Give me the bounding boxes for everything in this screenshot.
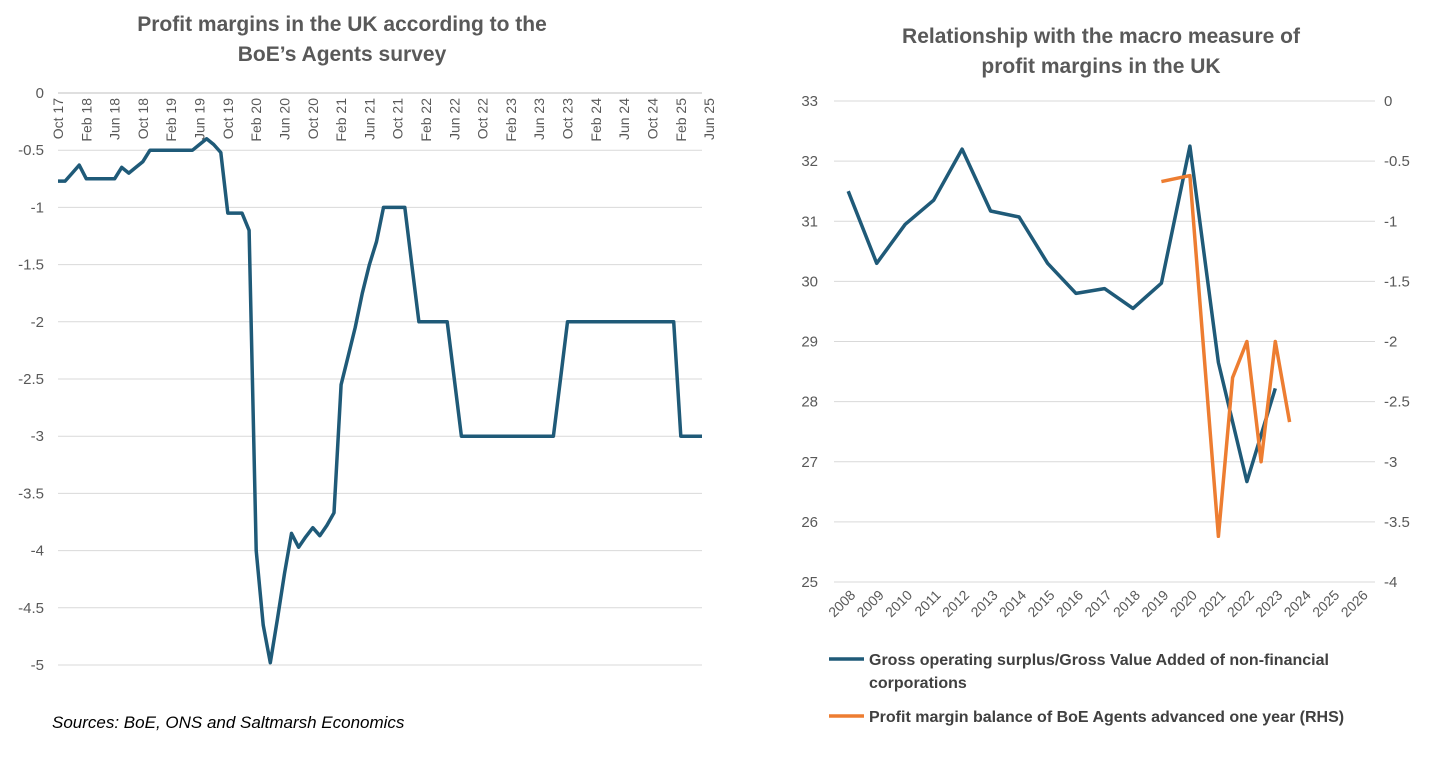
- right-chart-x-tick-label: 2011: [911, 587, 944, 620]
- right-chart-x-tick-label: 2022: [1224, 587, 1257, 620]
- right-chart-right-y-axis: 0 -0.5 -1 -1.5 -2 -2.5 -3 -3.5 -4: [1384, 93, 1410, 591]
- left-chart-y-tick-label: 0: [36, 85, 44, 102]
- left-chart-x-tick-label: Jun 23: [531, 98, 547, 140]
- right-chart-x-tick-label: 2016: [1053, 587, 1086, 620]
- right-chart-left-y-tick-label: 31: [801, 213, 818, 230]
- right-chart-x-tick-label: 2009: [853, 587, 886, 620]
- left-chart-x-tick-label: Jun 18: [107, 98, 123, 140]
- right-chart-left-y-tick-label: 30: [801, 273, 818, 290]
- left-chart-x-tick-label: Jun 19: [192, 98, 208, 140]
- right-chart-legend: Gross operating surplus/Gross Value Adde…: [829, 652, 1344, 726]
- right-chart-x-tick-label: 2014: [996, 587, 1029, 620]
- left-chart-x-tick-label: Oct 18: [135, 98, 151, 139]
- right-chart-left-y-axis: 25 26 27 28 29 30 31 32 33: [801, 93, 818, 591]
- left-chart-x-tick-label: Jun 25: [701, 98, 717, 140]
- right-chart-right-y-tick-label: -2.5: [1384, 394, 1410, 411]
- right-chart-right-y-tick-label: -4: [1384, 574, 1397, 591]
- right-chart-x-tick-label: 2019: [1138, 587, 1171, 620]
- source-note: Sources: BoE, ONS and Saltmarsh Economic…: [52, 713, 405, 732]
- left-chart-y-tick-label: -5: [31, 657, 44, 674]
- left-chart-y-tick-label: -4: [31, 543, 44, 560]
- left-chart-series-line: [58, 137, 702, 665]
- right-chart-x-axis: 2008200920102011201220132014201520162017…: [825, 587, 1371, 620]
- right-chart-x-tick-label: 2017: [1081, 587, 1114, 620]
- right-chart-left-y-tick-label: 32: [801, 153, 818, 170]
- left-chart-y-tick-label: -2.5: [18, 371, 44, 388]
- right-chart-gridlines: [834, 100, 1375, 583]
- right-chart-x-tick-label: 2015: [1024, 587, 1057, 620]
- left-chart-y-tick-label: -0.5: [18, 142, 44, 159]
- left-chart-x-tick-label: Feb 18: [78, 98, 94, 142]
- left-chart-x-tick-label: Jun 20: [276, 98, 292, 140]
- right-chart-x-tick-label: 2013: [967, 587, 1000, 620]
- left-chart-y-tick-label: -2: [31, 314, 44, 331]
- right-chart-right-y-tick-label: 0: [1384, 93, 1392, 110]
- right-chart-right-y-tick-label: -0.5: [1384, 153, 1410, 170]
- right-chart-title-line-1: Relationship with the macro measure of: [902, 25, 1301, 48]
- right-chart-x-tick-label: 2010: [882, 587, 915, 620]
- right-chart-x-tick-label: 2025: [1309, 587, 1342, 620]
- left-chart-x-tick-label: Feb 25: [673, 98, 689, 142]
- left-chart-y-tick-label: -4.5: [18, 600, 44, 617]
- right-chart-x-tick-label: 2024: [1281, 587, 1314, 620]
- right-chart-left-y-tick-label: 28: [801, 394, 818, 411]
- left-chart-x-tick-label: Oct 17: [50, 98, 66, 139]
- left-chart-x-tick-label: Oct 22: [475, 98, 491, 139]
- left-chart-x-tick-label: Jun 21: [361, 98, 377, 140]
- left-chart-y-tick-label: -3: [31, 428, 44, 445]
- left-chart-x-tick-label: Feb 19: [163, 98, 179, 142]
- right-chart-x-tick-label: 2021: [1195, 587, 1228, 620]
- left-chart-gridlines: [58, 92, 702, 666]
- left-chart-y-tick-label: -3.5: [18, 485, 44, 502]
- left-chart-title-line-1: Profit margins in the UK according to th…: [137, 13, 547, 36]
- left-chart-y-axis: 0 -0.5 -1 -1.5 -2 -2.5 -3 -3.5 -4 -4.5 -5: [18, 85, 44, 674]
- left-chart-title-line-2: BoE’s Agents survey: [238, 43, 447, 66]
- left-chart-x-tick-label: Oct 24: [644, 98, 660, 139]
- left-chart-x-tick-label: Jun 22: [446, 98, 462, 140]
- left-chart-x-tick-label: Feb 22: [418, 98, 434, 142]
- right-chart-left-y-tick-label: 33: [801, 93, 818, 110]
- left-chart-y-tick-label: -1: [31, 199, 44, 216]
- left-chart-profit-margins: Profit margins in the UK according to th…: [18, 13, 717, 674]
- right-chart-series: [846, 144, 1292, 539]
- left-chart-x-tick-label: Oct 20: [305, 98, 321, 139]
- right-chart-right-y-tick-label: -2: [1384, 334, 1397, 351]
- right-chart-left-y-tick-label: 26: [801, 514, 818, 531]
- legend-label-boe-agents: Profit margin balance of BoE Agents adva…: [869, 709, 1344, 726]
- left-chart-x-tick-label: Jun 24: [616, 98, 632, 140]
- right-chart-right-y-tick-label: -3: [1384, 454, 1397, 471]
- right-chart-x-tick-label: 2023: [1252, 587, 1285, 620]
- left-chart-y-tick-label: -1.5: [18, 257, 44, 274]
- left-chart-x-axis: Oct 17 Feb 18 Jun 18 Oct 18 Feb 19 Jun 19 Oct …: [50, 98, 717, 142]
- legend-label-gos-gva-line-2: corporations: [869, 675, 967, 692]
- left-chart-series: [58, 137, 702, 665]
- left-chart-x-tick-label: Feb 20: [248, 98, 264, 142]
- right-chart-x-tick-label: 2020: [1167, 587, 1200, 620]
- right-chart-right-y-tick-label: -1: [1384, 213, 1397, 230]
- left-chart-x-tick-label: Oct 21: [390, 98, 406, 139]
- left-chart-x-tick-label: Oct 23: [560, 98, 576, 139]
- right-chart-right-y-tick-label: -3.5: [1384, 514, 1410, 531]
- left-chart-x-tick-label: Feb 21: [333, 98, 349, 142]
- right-chart-right-y-tick-label: -1.5: [1384, 273, 1410, 290]
- right-chart-x-tick-label: 2008: [825, 587, 858, 620]
- left-chart-x-tick-label: Oct 19: [220, 98, 236, 139]
- right-chart-left-y-tick-label: 27: [801, 454, 818, 471]
- right-chart-x-tick-label: 2026: [1338, 587, 1371, 620]
- right-chart-x-tick-label: 2012: [939, 587, 972, 620]
- legend-label-gos-gva-line-1: Gross operating surplus/Gross Value Adde…: [869, 652, 1329, 669]
- right-chart-series-boe-agents: [1161, 173, 1292, 539]
- left-chart-x-tick-label: Feb 24: [588, 98, 604, 142]
- right-chart-series-gos-gva: [846, 144, 1277, 484]
- right-chart-title-line-2: profit margins in the UK: [981, 55, 1220, 78]
- right-chart-left-y-tick-label: 29: [801, 334, 818, 351]
- right-chart-left-y-tick-label: 25: [801, 574, 818, 591]
- right-chart-x-tick-label: 2018: [1110, 587, 1143, 620]
- right-chart-relationship: Relationship with the macro measure of p…: [801, 25, 1410, 726]
- left-chart-x-tick-label: Feb 23: [503, 98, 519, 142]
